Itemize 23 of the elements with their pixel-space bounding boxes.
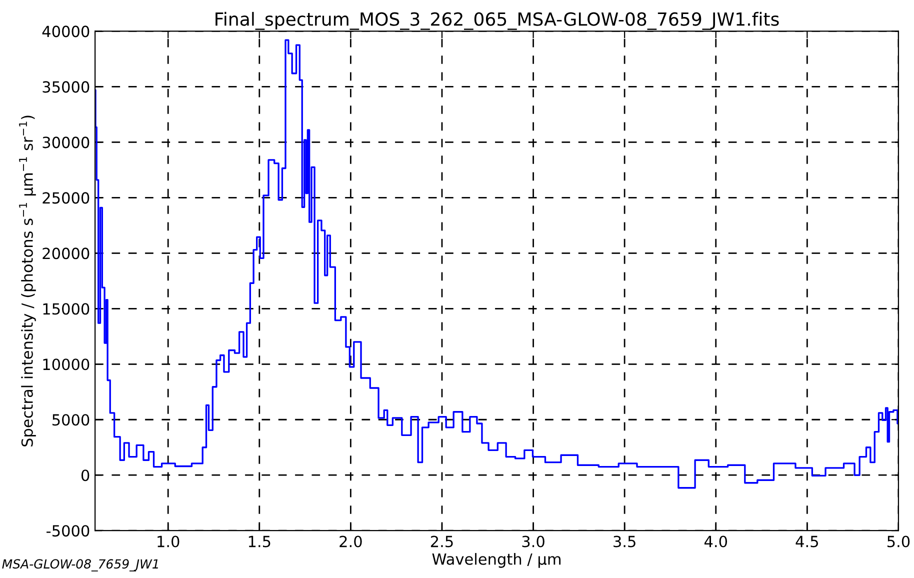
y-axis-title: Spectral intensity / (photons s$^{−1}$ μm$^{−1}$ sr$^{−1}$) (19, 116, 36, 446)
y-tick-label: 15000 (43, 303, 90, 315)
y-tick-label: 20000 (42, 248, 90, 260)
x-tick-label: 2.0 (340, 536, 362, 548)
x-tick-label: 3.0 (522, 536, 544, 548)
x-tick-label: 2.5 (430, 536, 453, 548)
x-tick-label: 4.5 (796, 536, 818, 548)
y-tick-label: -5000 (46, 525, 90, 537)
x-tick-label: 4.0 (704, 536, 728, 548)
chart-title: Final_spectrum_MOS_3_262_065_MSA-GLOW-08_7659_JW1.fits (216, 12, 779, 30)
x-tick-label: 5.0 (887, 536, 910, 548)
y-tick-label: 40000 (42, 26, 90, 38)
x-axis-title: Wavelength / μm (432, 553, 561, 568)
x-tick-label: 1.5 (248, 536, 270, 548)
y-tick-label: 0 (81, 470, 90, 482)
y-tick-label: 5000 (52, 414, 90, 426)
y-tick-label: 10000 (43, 358, 90, 370)
y-tick-label: 30000 (42, 136, 90, 148)
x-tick-label: 3.5 (614, 536, 636, 548)
y-tick-label: 25000 (42, 192, 90, 204)
text: MSA-GLOW-08_7659_JW1 (2, 559, 158, 572)
y-tick-label: 35000 (42, 81, 90, 93)
x-tick-label: 1.0 (158, 536, 180, 548)
